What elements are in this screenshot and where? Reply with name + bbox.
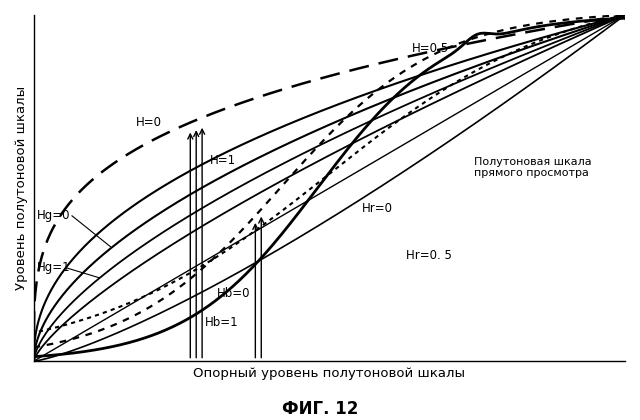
Text: Hg=0: Hg=0 (36, 209, 70, 222)
Text: Hr=0. 5: Hr=0. 5 (406, 249, 452, 262)
Text: Hg=1: Hg=1 (36, 261, 70, 274)
Text: Hr=0: Hr=0 (362, 202, 393, 215)
Text: ФИГ. 12: ФИГ. 12 (282, 400, 358, 418)
Text: Полутоновая шкала
прямого просмотра: Полутоновая шкала прямого просмотра (474, 157, 592, 178)
Text: Hb=0: Hb=0 (217, 287, 250, 300)
Y-axis label: Уровень полутоновой шкалы: Уровень полутоновой шкалы (15, 86, 28, 290)
Text: H=1: H=1 (210, 154, 236, 167)
Text: Hb=1: Hb=1 (205, 316, 239, 329)
Text: H=0.5: H=0.5 (412, 42, 449, 55)
Text: H=0: H=0 (136, 116, 162, 129)
X-axis label: Опорный уровень полутоновой шкалы: Опорный уровень полутоновой шкалы (193, 367, 465, 380)
